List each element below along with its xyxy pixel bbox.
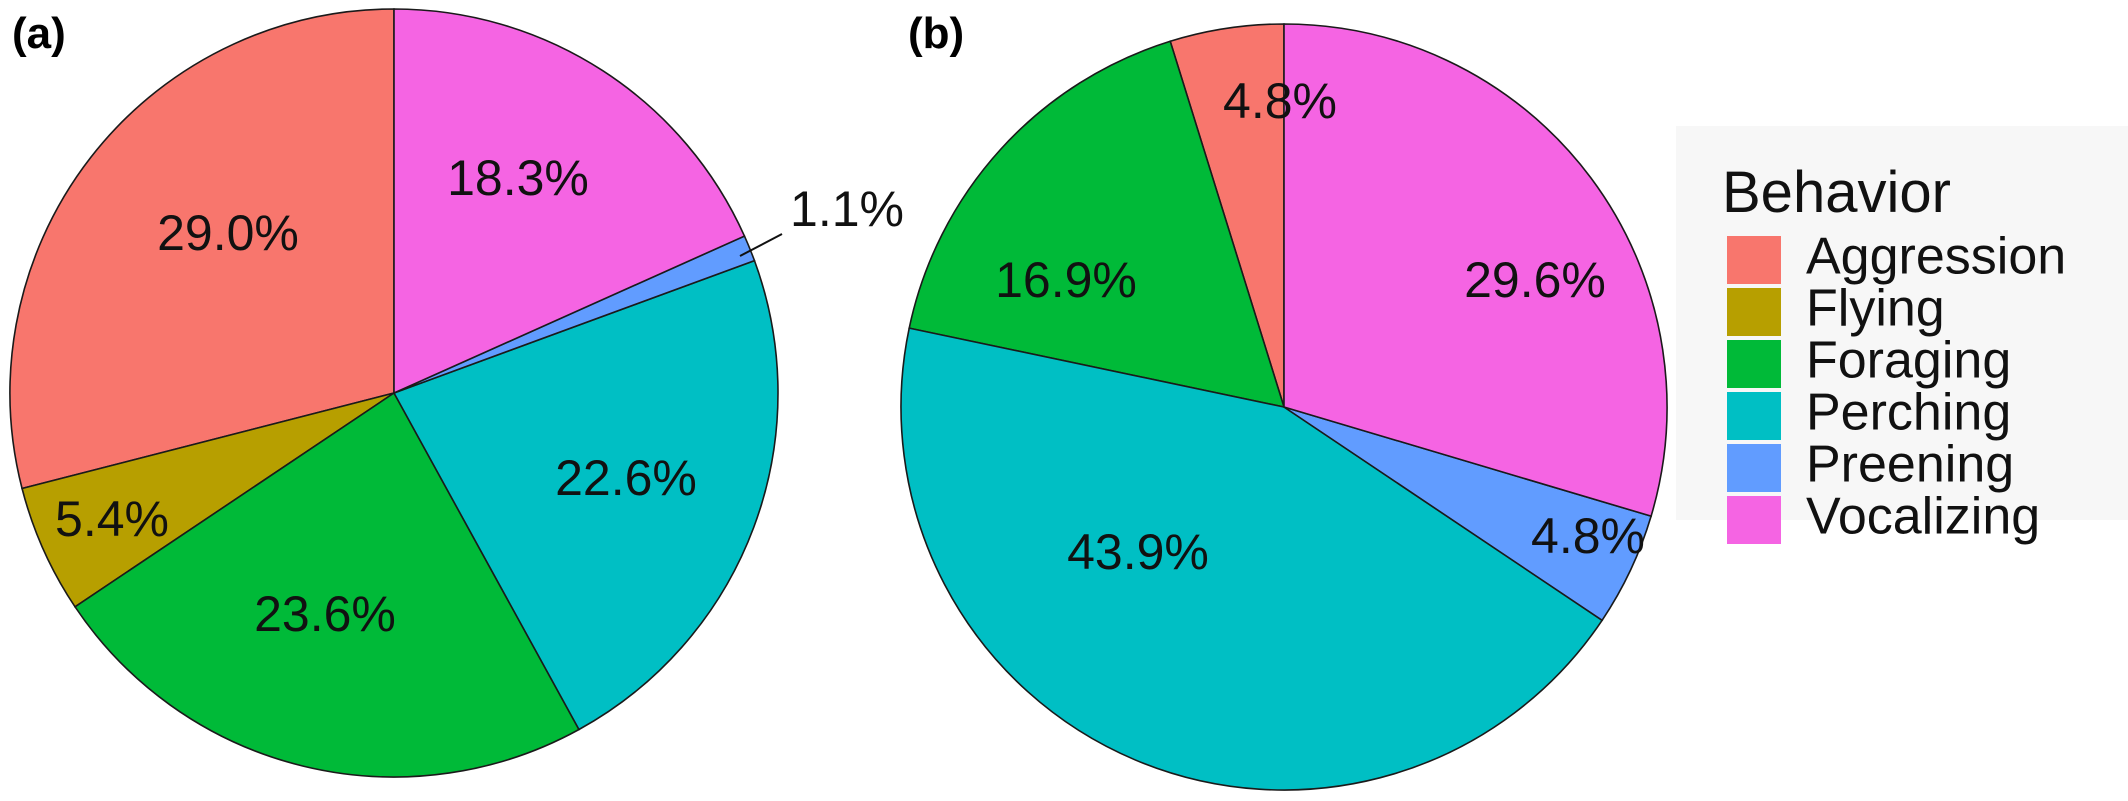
leader-line-a-preening xyxy=(739,233,783,257)
pie-labels-a: 29.0% 5.4% 23.6% 22.6% 1.1% 18.3% xyxy=(55,150,904,642)
pie-label-a-foraging: 23.6% xyxy=(254,586,396,642)
legend: Behavior AggressionFlyingForagingPerchin… xyxy=(1676,126,2128,546)
panel-label-a: (a) xyxy=(12,9,66,58)
pie-slice-b-perching xyxy=(900,327,1604,791)
pie-label-a-perching: 22.6% xyxy=(555,450,697,506)
pie-slice-a-aggression xyxy=(9,8,395,490)
pie-slice-b-vocalizing xyxy=(1283,23,1668,518)
pie-labels-b: 4.8% 16.9% 43.9% 4.8% 29.6% xyxy=(995,73,1645,580)
pie-slice-a-vocalizing xyxy=(393,8,746,395)
legend-label-perching: Perching xyxy=(1806,384,2011,442)
legend-label-aggression: Aggression xyxy=(1806,228,2066,286)
pie-label-b-preening: 4.8% xyxy=(1531,508,1645,564)
pie-label-b-perching: 43.9% xyxy=(1067,524,1209,580)
legend-swatch-vocalizing xyxy=(1727,496,1781,544)
pie-label-b-aggression: 4.8% xyxy=(1223,73,1337,129)
legend-label-vocalizing: Vocalizing xyxy=(1806,488,2040,546)
legend-title: Behavior xyxy=(1722,160,1951,225)
pie-slices-b xyxy=(900,23,1668,791)
legend-swatch-flying xyxy=(1727,288,1781,336)
legend-swatch-perching xyxy=(1727,392,1781,440)
pie-label-b-vocalizing: 29.6% xyxy=(1464,252,1606,308)
legend-swatch-preening xyxy=(1727,444,1781,492)
pie-label-a-vocalizing: 18.3% xyxy=(447,150,589,206)
pie-label-a-flying: 5.4% xyxy=(55,491,169,547)
legend-label-preening: Preening xyxy=(1806,436,2014,494)
pie-panel-a: (a) 29.0% 5.4% 23.6% 22.6% 1.1% 18.3% xyxy=(9,8,904,778)
legend-items: AggressionFlyingForagingPerchingPreening… xyxy=(1727,228,2066,546)
legend-swatch-aggression xyxy=(1727,236,1781,284)
pie-panel-b: (b) 4.8% 16.9% 43.9% 4.8% 29.6% xyxy=(900,9,1668,791)
legend-swatch-foraging xyxy=(1727,340,1781,388)
legend-label-foraging: Foraging xyxy=(1806,332,2011,390)
pie-label-a-aggression: 29.0% xyxy=(157,205,299,261)
pie-label-b-foraging: 16.9% xyxy=(995,252,1137,308)
panel-label-b: (b) xyxy=(908,9,964,58)
legend-label-flying: Flying xyxy=(1806,280,1945,338)
pie-slice-a-perching xyxy=(392,259,779,731)
pie-slice-a-foraging xyxy=(73,391,581,778)
pie-slice-b-foraging xyxy=(908,40,1286,409)
pie-slices-a xyxy=(9,8,779,778)
pie-label-a-preening: 1.1% xyxy=(790,181,904,237)
